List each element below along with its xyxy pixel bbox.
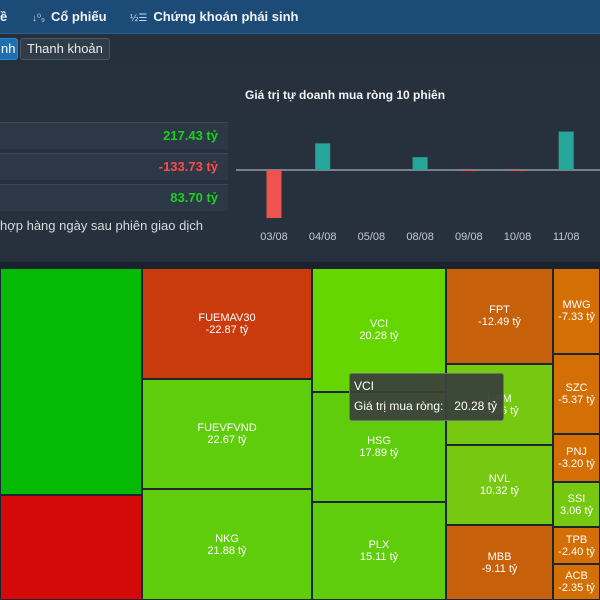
tooltip-title: VCI — [354, 379, 375, 393]
nav-derivatives-label: Chứng khoán phái sinh — [153, 9, 299, 24]
tab-active-partial[interactable]: nh — [0, 38, 18, 60]
treemap-cell-fuevfvnd[interactable]: FUEVFVND 22.67 tỷ — [142, 379, 312, 489]
treemap-cell-nkg[interactable]: NKG 21.88 tỷ — [142, 489, 312, 600]
treemap-cell[interactable] — [0, 268, 142, 495]
treemap-cell-value: -12.49 tỷ — [478, 316, 521, 328]
summary-value-net: 83.70 tỷ — [170, 190, 218, 205]
treemap-cell-name: PLX — [368, 539, 390, 551]
treemap-cell-pnj[interactable]: PNJ -3.20 tỷ — [553, 434, 600, 482]
chart-bar-08-08[interactable] — [412, 157, 428, 170]
x-tick-label: 08/08 — [406, 231, 434, 243]
tab-liquidity-label: Thanh khoản — [27, 41, 103, 56]
treemap-cell-name: SZC — [565, 382, 588, 394]
treemap-tooltip: VCI Giá trị mua ròng: 20.28 tỷ — [349, 373, 504, 421]
treemap-cell-acb[interactable]: ACB -2.35 tỷ — [553, 564, 600, 600]
net-buy-treemap: FUEMAV30 -22.87 tỷ FUEVFVND 22.67 tỷ NKG 21… — [0, 268, 600, 600]
treemap-cell-value: -22.87 tỷ — [205, 323, 249, 336]
summary-row-net: 83.70 tỷ — [0, 184, 228, 211]
treemap-cell-value: -7.33 tỷ — [558, 311, 595, 323]
treemap-cell-name: FUEVFVND — [197, 422, 257, 434]
summary-value-buy: 217.43 tỷ — [163, 128, 218, 143]
treemap-cell-vci[interactable]: VCI 20.28 tỷ — [312, 268, 446, 392]
treemap-cell-name: ACB — [565, 570, 588, 582]
tooltip-value: 20.28 tỷ — [454, 399, 497, 413]
treemap-cell-value: -5.37 tỷ — [558, 394, 595, 406]
treemap-cell-name: VCI — [369, 318, 389, 330]
chart-bar-10-08[interactable] — [510, 170, 525, 172]
tab-bar: nh Thanh khoản — [0, 34, 600, 64]
chart-title: Giá trị tự doanh mua ròng 10 phiên — [245, 88, 446, 102]
treemap-cell-value: -2.35 tỷ — [558, 582, 595, 594]
nav-item-partial[interactable]: ề — [0, 0, 7, 34]
treemap-cell-mbb[interactable]: MBB -9.11 tỷ — [446, 525, 553, 600]
treemap-cell-value: -2.40 tỷ — [558, 545, 595, 558]
treemap-cell-name: PNJ — [566, 446, 587, 458]
treemap-cell-mwg[interactable]: MWG -7.33 tỷ — [553, 268, 600, 354]
list-numbered-icon: ½☰ — [130, 13, 148, 24]
treemap-cell-name: FPT — [489, 304, 510, 316]
treemap-cell-ssi[interactable]: SSI 3.06 tỷ — [553, 482, 600, 527]
tab-active-partial-label: nh — [1, 41, 16, 56]
treemap-cell-szc[interactable]: SZC -5.37 tỷ — [553, 354, 600, 434]
treemap-cell-name: NKG — [215, 532, 239, 545]
net-buy-bar-chart: 03/08 04/08 05/08 08/08 09/08 10/08 11/08 — [236, 131, 600, 243]
chart-bar-11-08[interactable] — [558, 131, 574, 170]
summary-row-buy: 217.43 tỷ — [0, 122, 228, 149]
summary-value-sell: -133.73 tỷ — [158, 159, 218, 174]
treemap-cell-value: 22.67 tỷ — [207, 434, 247, 446]
treemap-cell[interactable] — [0, 495, 142, 600]
x-tick-label: 05/08 — [358, 231, 386, 243]
tab-liquidity[interactable]: Thanh khoản — [20, 38, 110, 60]
tooltip-label: Giá trị mua ròng: — [354, 399, 444, 413]
treemap-cell-name: NVL — [488, 473, 511, 485]
summary-row-sell: -133.73 tỷ — [0, 153, 228, 180]
treemap-cell-value: 3.06 tỷ — [559, 504, 594, 517]
treemap-cell-name: MWG — [562, 299, 591, 311]
update-note: hợp hàng ngày sau phiên giao dịch — [0, 218, 203, 233]
section-divider — [0, 262, 600, 268]
top-navigation-bar: ề ↓⁰₉ Cổ phiếu ½☰ Chứng khoán phái sinh — [0, 0, 600, 34]
nav-item-stocks[interactable]: ↓⁰₉ Cổ phiếu — [32, 0, 107, 34]
x-tick-label: 10/08 — [504, 231, 532, 243]
treemap-cell-value: -3.20 tỷ — [558, 458, 595, 470]
treemap-cell-nvl[interactable]: NVL 10.32 tỷ — [446, 445, 553, 525]
treemap-cell-value: 20.28 tỷ — [359, 330, 399, 342]
nav-stocks-label: Cổ phiếu — [50, 9, 107, 24]
chart-bar-03-08[interactable] — [266, 170, 282, 218]
nav-item-derivatives[interactable]: ½☰ Chứng khoán phái sinh — [130, 0, 299, 34]
treemap-cell-plx[interactable]: PLX 15.11 tỷ — [312, 502, 446, 600]
treemap-cell-value: -9.11 tỷ — [481, 562, 518, 575]
treemap-cell-fpt[interactable]: FPT -12.49 tỷ — [446, 268, 553, 364]
treemap-cell-value: 21.88 tỷ — [207, 544, 247, 557]
chart-bar-09-08[interactable] — [461, 170, 477, 172]
x-tick-label: 09/08 — [455, 231, 483, 243]
treemap-cell-name: FUEMAV30 — [198, 311, 256, 324]
treemap-cell-value: 10.32 tỷ — [479, 485, 520, 497]
treemap-cell-name: MBB — [487, 550, 512, 563]
treemap-cell-name: HSG — [367, 435, 391, 447]
x-tick-label: 11/08 — [553, 231, 580, 243]
treemap-cell-fuemav30[interactable]: FUEMAV30 -22.87 tỷ — [142, 268, 312, 379]
net-summary-table: 217.43 tỷ -133.73 tỷ 83.70 tỷ — [0, 70, 228, 246]
treemap-cell-tpb[interactable]: TPB -2.40 tỷ — [553, 527, 600, 564]
treemap-cell-name: TPB — [565, 533, 588, 546]
nav-partial-label: ề — [0, 9, 8, 24]
x-tick-label: 04/08 — [309, 231, 337, 243]
chart-bar-04-08[interactable] — [315, 143, 331, 170]
x-tick-label: 03/08 — [260, 231, 288, 243]
sort-numeric-icon: ↓⁰₉ — [32, 13, 45, 24]
treemap-cell-value: 15.11 tỷ — [359, 551, 399, 563]
treemap-cell-name: SSI — [567, 492, 586, 505]
treemap-cell-value: 17.89 tỷ — [359, 447, 399, 459]
